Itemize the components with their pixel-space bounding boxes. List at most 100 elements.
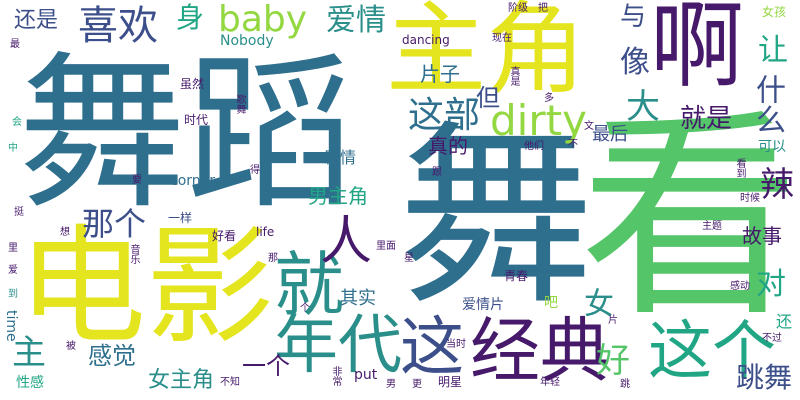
word-buzhi: 不知 <box>220 377 240 388</box>
word-jingdian: 经典 <box>470 310 610 392</box>
word-feichang: 非常 <box>330 366 341 386</box>
word-la: 辣 <box>760 165 794 205</box>
word-pian: 片 <box>608 315 618 326</box>
word-niandai: 年代 <box>274 309 402 383</box>
word-nobody: Nobody <box>220 33 274 49</box>
word-dirty: dirty <box>490 96 587 145</box>
word-xiang: 像 <box>620 45 650 80</box>
word-de: 得 <box>250 165 260 176</box>
word-gandong: 感动 <box>730 281 750 292</box>
word-corner: corner <box>170 173 216 189</box>
word-zhenshi: 真是 <box>508 66 519 86</box>
word-qishi: 其实 <box>340 288 376 309</box>
word-kan: 看 <box>580 90 800 346</box>
word-nage: 那个 <box>82 205 147 243</box>
word-bu: 不 <box>568 139 578 150</box>
word-nianqing: 年轻 <box>540 377 560 388</box>
word-li: 里 <box>8 243 18 254</box>
word-yige: 一个 <box>242 352 290 380</box>
word-tiaowu: 跳舞 <box>736 361 793 394</box>
word-zhe: 这 <box>400 311 464 385</box>
word-nanzhujue: 男主角 <box>308 184 368 208</box>
word-aiqing: 爱情 <box>326 3 386 38</box>
word-duo: 多 <box>544 93 554 104</box>
word-hao: 好 <box>596 341 630 381</box>
word-tamen: 他们 <box>524 141 544 152</box>
word-gushi: 故事 <box>742 224 782 248</box>
word-zhende: 真的 <box>428 134 468 158</box>
word-qingchun: 青春 <box>504 269 529 283</box>
word-xinggan: 性感 <box>16 375 44 391</box>
word-shen: 身 <box>176 1 205 34</box>
word-dangshi: 当时 <box>446 339 466 350</box>
word-dui: 对 <box>756 267 786 302</box>
word-hui: 会 <box>12 117 22 128</box>
word-shihou: 时候 <box>740 193 760 204</box>
word-wen: 文 <box>584 121 594 132</box>
word-zui: 最 <box>10 39 20 50</box>
word-xianzai: 现在 <box>492 33 512 44</box>
word-haokan: 好看 <box>212 229 237 243</box>
word-yao: 要 <box>132 175 142 186</box>
word-yiyang: 一样 <box>168 211 193 225</box>
word-limian: 里面 <box>376 241 396 252</box>
word-yu: 与 <box>620 2 647 32</box>
word-jiu: 就 <box>274 244 344 326</box>
word-suiran: 虽然 <box>180 77 205 91</box>
word-geng: 更 <box>412 379 422 390</box>
word-ba2: 吧 <box>544 295 558 311</box>
word-keyi: 可以 <box>758 139 786 155</box>
word-dao: 到 <box>8 289 18 300</box>
word-mingxing: 明星 <box>438 375 463 389</box>
word-shidai: 时代 <box>184 113 209 127</box>
word-wu: 舞 <box>398 104 595 332</box>
word-xiang2: 想 <box>60 227 70 238</box>
word-tiao: 跳 <box>620 379 630 390</box>
word-gewu: 歌舞 <box>234 94 245 114</box>
word-zhuti: 主题 <box>702 221 722 232</box>
word-hai: 还 <box>776 312 793 331</box>
word-dianying: 电影 <box>18 213 275 362</box>
word-zuihou: 最后 <box>592 124 628 145</box>
word-zhege: 这个 <box>648 315 776 389</box>
word-juqing: 剧情 <box>324 148 357 167</box>
word-nv: 女 <box>584 287 614 322</box>
word-rang: 让 <box>758 33 788 68</box>
word-wudao: 舞蹈 <box>18 36 354 232</box>
word-a: 啊 <box>650 0 745 101</box>
word-gen: 跟 <box>432 167 442 178</box>
word-ren: 人 <box>320 212 373 272</box>
word-buguo: 不过 <box>762 333 782 344</box>
word-jieji: 阶级 <box>508 3 528 14</box>
word-aiqingpian: 爱情片 <box>462 297 504 313</box>
word-ganjue: 感觉 <box>88 342 136 370</box>
word-haishi: 还是 <box>14 8 59 33</box>
word-yinyue: 音乐 <box>128 244 139 264</box>
word-life: life <box>256 225 275 239</box>
word-pianzi: 片子 <box>420 62 460 86</box>
word-dan: 但 <box>476 84 500 112</box>
word-shenme: 什么 <box>750 74 785 134</box>
word-nan: 男 <box>386 379 396 390</box>
word-zhu: 主 <box>12 333 46 373</box>
word-ge: 个 <box>300 303 310 314</box>
word-zhebu: 这部 <box>408 95 481 136</box>
word-zhong: 中 <box>8 143 18 154</box>
word-ba: 把 <box>538 3 548 14</box>
word-da: 大 <box>626 87 660 127</box>
word-zhujue: 主角 <box>386 0 586 108</box>
word-bei: 被 <box>66 341 76 352</box>
word-dancing: dancing <box>402 33 450 47</box>
word-ai: 爱 <box>8 265 18 276</box>
word-ting: 挺 <box>14 207 24 218</box>
word-jiushi: 就是 <box>680 104 733 134</box>
word-xihuan: 喜欢 <box>78 3 158 49</box>
word-put: put <box>354 367 378 383</box>
word-na: 那 <box>268 253 278 264</box>
word-time: time <box>3 310 19 342</box>
word-kandao: 看到 <box>734 158 745 178</box>
word-xing: 星 <box>404 253 414 264</box>
word-nvzhujue: 女主角 <box>148 368 215 393</box>
word-baby: baby <box>218 0 308 40</box>
